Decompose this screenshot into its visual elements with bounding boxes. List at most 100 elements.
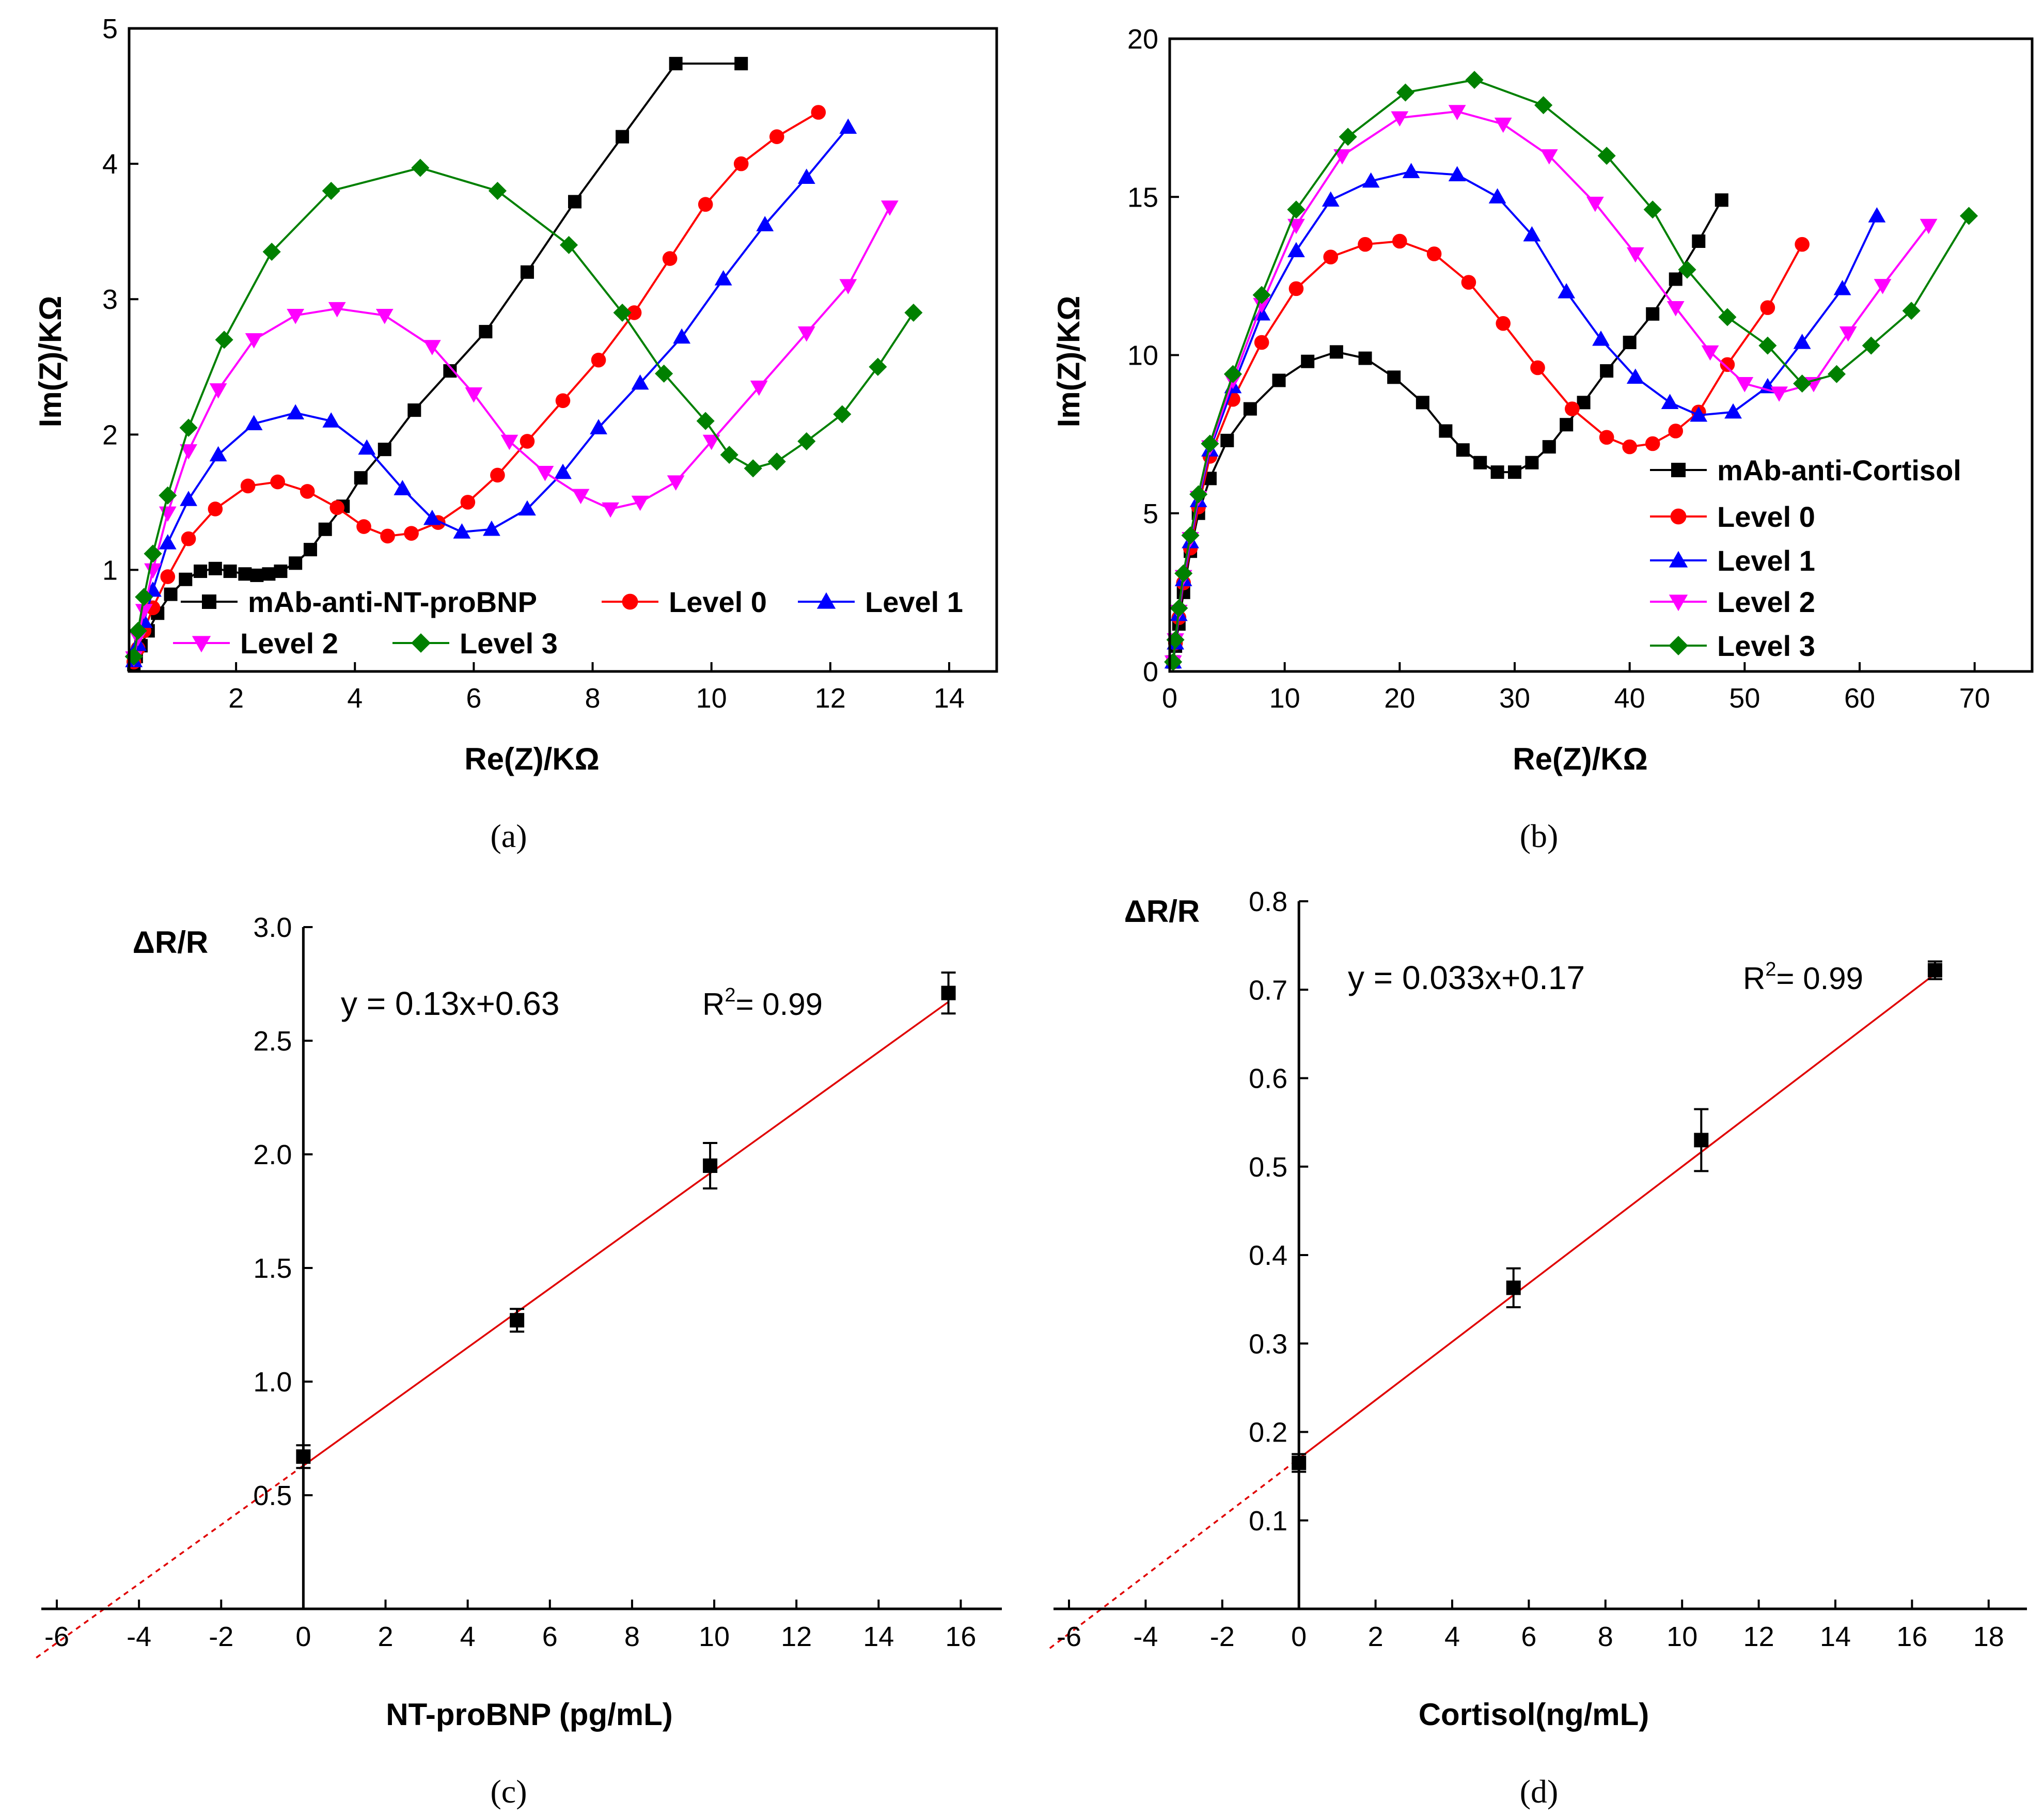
panel-c-data-point-3: [941, 972, 956, 1015]
panel-c-x-tick-label: 10: [699, 1621, 730, 1652]
panel-a-series-1-point: [733, 156, 749, 171]
panel-b-x-tick-label: 40: [1614, 683, 1645, 714]
panel-c-x-tick-label: 2: [378, 1621, 393, 1652]
panel-b-y-axis-title: Im(Z)/KΩ: [1051, 296, 1086, 428]
panel-b-legend-marker: [1670, 508, 1687, 525]
panel-d-x-tick-label: -2: [1210, 1621, 1235, 1652]
panel-b-series-1-point: [1795, 237, 1810, 252]
panel-d-point-marker: [1506, 1280, 1521, 1295]
panel-a-label: (a): [490, 818, 527, 854]
panel-c-x-tick-label: 6: [542, 1621, 558, 1652]
panel-b-series-0-point: [1508, 465, 1521, 479]
panel-b-series-3-point: [1626, 247, 1644, 263]
panel-a-series-1-point: [460, 495, 476, 510]
panel-b-legend-item-0: mAb-anti-Cortisol: [1650, 454, 1961, 487]
panel-c-calibration-ntprobnp: -6 -4 -2 0 2 4 6 8 10 12 14 16 0.5 1.0 1.5 2.0 2.5 3.0 NT…: [36, 912, 1002, 1810]
panel-b-series-4-point: [1465, 71, 1484, 89]
panel-a-series-0-point: [669, 57, 683, 71]
panel-a-series-0-point: [568, 195, 582, 209]
panel-a-series-1-point: [591, 352, 606, 368]
panel-a-series-4: [124, 159, 923, 666]
panel-a-series-4-point: [159, 486, 177, 505]
panel-b-x-tick-label: 0: [1162, 683, 1177, 714]
panel-b-series-2-point: [1523, 226, 1541, 242]
panel-a-series-0-point: [520, 265, 534, 279]
panel-b-series-4-point: [1396, 83, 1415, 102]
panel-b-series-4-point: [1758, 336, 1777, 355]
panel-a-series-0-point: [407, 403, 421, 417]
panel-b-series-3-point: [1701, 345, 1719, 361]
panel-b-series-1-point: [1426, 246, 1442, 261]
panel-b-legend-marker: [1671, 463, 1686, 477]
panel-b-legend-label: Level 1: [1717, 544, 1815, 577]
panel-b-series-4-point: [1181, 526, 1200, 545]
panel-b-series-0-point: [1301, 354, 1315, 368]
panel-b-legend-marker: [1669, 594, 1688, 612]
panel-b-y-tick-label: 15: [1127, 182, 1158, 213]
panel-a-legend-item-3: Level 2: [173, 627, 338, 660]
panel-b-x-tick-label: 10: [1269, 683, 1300, 714]
panel-a-series-4-point: [613, 303, 632, 322]
panel-b-series-3-point: [1770, 386, 1788, 402]
panel-b-y-tick-label: 10: [1127, 340, 1158, 371]
panel-a-series-0-point: [179, 572, 193, 586]
panel-a-series-1-point: [769, 129, 784, 144]
panel-a-series-0-point: [289, 556, 303, 570]
panel-c-label: (c): [490, 1773, 527, 1810]
panel-d-x-tick-label: 0: [1291, 1621, 1307, 1652]
panel-b-series-0-point: [1358, 351, 1372, 365]
panel-d-fit-line: [1298, 973, 1936, 1460]
panel-a-legend-marker: [622, 593, 638, 610]
panel-a-series-3-point: [797, 326, 815, 342]
panel-b-series-4-point: [1959, 207, 1978, 225]
panel-a-series-2-point: [159, 534, 177, 550]
panel-b-series-4-point: [1252, 286, 1271, 304]
panel-a-series-2-point: [287, 404, 305, 420]
panel-b-series-4-point: [1201, 434, 1219, 453]
panel-b-series-4-point: [1164, 653, 1183, 671]
panel-a-series-0-point: [354, 471, 368, 485]
panel-a-y-tick-label: 3: [102, 284, 118, 315]
panel-a-legend-label: Level 2: [240, 627, 338, 660]
panel-b-series-0-point: [1490, 465, 1504, 479]
panel-b-series-1-point: [1565, 401, 1580, 416]
panel-b-series-0-point: [1600, 364, 1614, 378]
panel-a-series-1-point: [520, 434, 535, 449]
panel-a-series-0-point: [223, 565, 237, 578]
panel-a-series-4-point: [744, 459, 762, 478]
panel-a-series-4-point: [797, 432, 816, 450]
panel-a-series-3-point: [750, 380, 768, 396]
panel-a-x-tick-label: 12: [815, 683, 846, 714]
panel-d-x-tick-label: 6: [1521, 1621, 1536, 1652]
panel-b-series-0-point: [1439, 424, 1453, 438]
panel-b-series-0-point: [1272, 373, 1286, 387]
panel-a-series-2-point: [423, 509, 441, 525]
panel-a-series-3-point: [839, 279, 857, 294]
panel-a-series-2-point: [453, 523, 471, 539]
panel-a-legend-marker: [411, 633, 431, 653]
panel-b-series-4-point: [1902, 302, 1921, 320]
panel-b-label: (b): [1520, 818, 1559, 854]
panel-a-series-2-point: [554, 463, 572, 479]
panel-d-x-tick-label: -6: [1057, 1621, 1081, 1652]
panel-a-series-2-point: [714, 270, 732, 286]
panel-a-series-2-point: [245, 415, 263, 431]
panel-a-series-1-line: [133, 111, 819, 663]
panel-b-series-1-point: [1760, 300, 1775, 315]
panel-a-series-0-point: [250, 568, 264, 582]
panel-b-legend-item-1: Level 0: [1650, 500, 1815, 533]
panel-b-series-2-point: [1868, 207, 1886, 223]
panel-c-r-squared: R2= 0.99: [702, 984, 823, 1022]
panel-b-series-4-point: [1287, 200, 1306, 219]
panel-d-calibration-cortisol: -6 -4 -2 0 2 4 6 8 10 12 14 16 18 0.1 0.2 0.3 0.4 0.5 0.6 0…: [1049, 886, 2027, 1810]
panel-a-legend-label: Level 1: [865, 586, 963, 618]
panel-a-series-2-point: [673, 328, 691, 344]
panel-b-series-2-point: [1448, 166, 1466, 182]
panel-d-y-axis-title: ΔR/R: [1124, 894, 1200, 929]
panel-b-series-1-point: [1530, 360, 1545, 375]
panel-a-y-tick-label: 4: [102, 149, 118, 180]
panel-b-series-4-point: [1597, 147, 1616, 165]
panel-a-legend-label: Level 0: [669, 586, 767, 618]
panel-b-series-3-point: [1333, 149, 1351, 165]
panel-a-series-2-point: [180, 491, 197, 506]
